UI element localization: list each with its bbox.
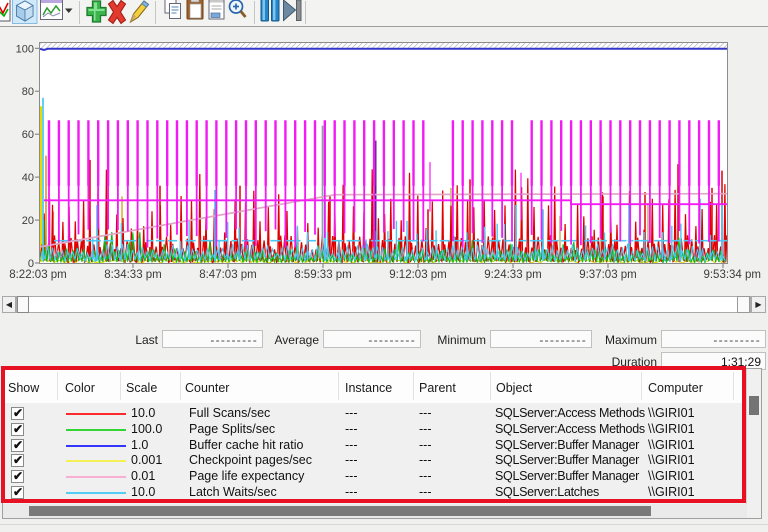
svg-text:0: 0 — [28, 258, 34, 270]
svg-text:8:47:03 pm: 8:47:03 pm — [199, 269, 257, 281]
svg-text:40: 40 — [22, 172, 34, 184]
svg-text:9:12:03 pm: 9:12:03 pm — [389, 269, 447, 281]
svg-text:8:22:03 pm: 8:22:03 pm — [9, 269, 67, 281]
svg-text:80: 80 — [22, 86, 34, 98]
svg-text:100: 100 — [16, 43, 34, 55]
svg-text:60: 60 — [22, 129, 34, 141]
svg-text:8:34:33 pm: 8:34:33 pm — [104, 269, 162, 281]
svg-text:8:59:33 pm: 8:59:33 pm — [294, 269, 352, 281]
svg-text:9:37:03 pm: 9:37:03 pm — [579, 269, 637, 281]
svg-text:9:53:34 pm: 9:53:34 pm — [703, 269, 761, 281]
svg-text:9:24:33 pm: 9:24:33 pm — [484, 269, 542, 281]
svg-text:20: 20 — [22, 215, 34, 227]
